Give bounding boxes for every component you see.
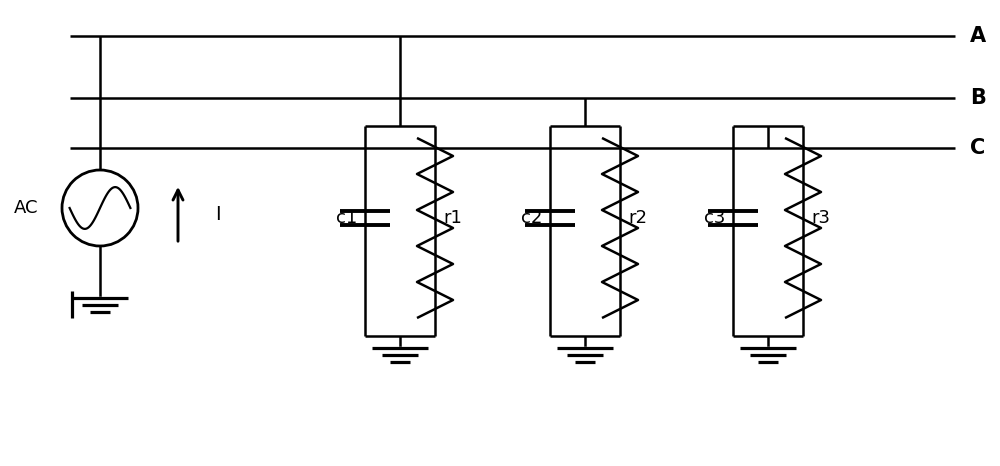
Text: A: A xyxy=(970,26,986,46)
Text: c1: c1 xyxy=(336,209,357,227)
Text: c3: c3 xyxy=(704,209,725,227)
Text: r3: r3 xyxy=(811,209,830,227)
Text: r1: r1 xyxy=(443,209,462,227)
Text: I: I xyxy=(215,205,221,224)
Text: B: B xyxy=(970,88,986,108)
Text: r2: r2 xyxy=(628,209,647,227)
Text: AC: AC xyxy=(14,199,38,217)
Text: c2: c2 xyxy=(521,209,542,227)
Text: C: C xyxy=(970,138,985,158)
